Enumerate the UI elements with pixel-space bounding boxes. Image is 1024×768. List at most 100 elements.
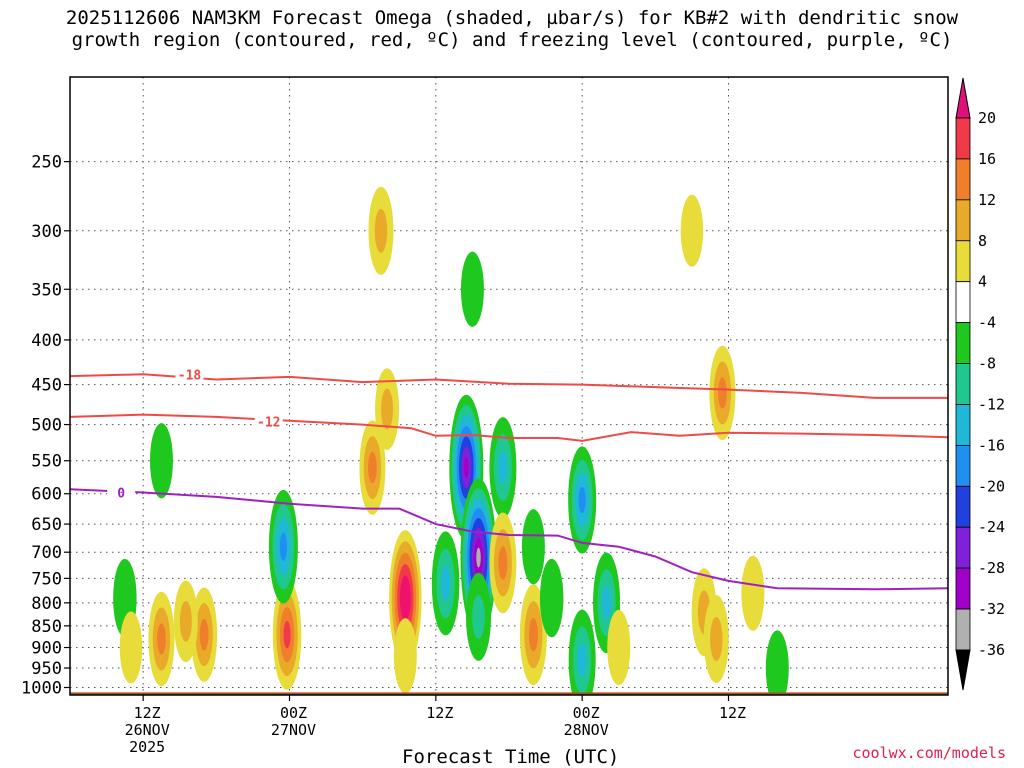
y-tick-label: 300 — [31, 222, 62, 242]
omega-band — [463, 457, 469, 478]
colorbar-bin — [955, 281, 971, 324]
omega-band — [119, 611, 143, 684]
omega-cell — [375, 368, 400, 450]
omega-band — [607, 609, 631, 686]
omega-cell — [519, 584, 547, 686]
colorbar-label: 12 — [978, 191, 996, 209]
omega-band — [149, 423, 173, 499]
omega-band — [539, 558, 564, 638]
freezing-level-contour-label: 0 — [117, 486, 125, 501]
axes: 2503003504004505005506006507007508008509… — [21, 153, 746, 756]
y-tick-label: 850 — [31, 617, 62, 637]
omega-cell — [489, 512, 517, 614]
omega-cell — [466, 572, 492, 661]
freezing-level-contour — [70, 488, 948, 591]
y-tick-label: 250 — [31, 153, 62, 173]
omega-band — [521, 509, 545, 585]
omega-cell — [359, 420, 386, 515]
omega-band — [498, 450, 508, 485]
y-tick-label: 950 — [31, 659, 62, 679]
omega-band — [279, 532, 288, 561]
omega-band — [476, 547, 481, 568]
colorbar-bin — [955, 526, 971, 569]
y-tick-label: 600 — [31, 485, 62, 505]
omega-band — [577, 643, 587, 677]
colorbar-bin — [955, 485, 971, 528]
colorbar-label: 8 — [978, 232, 987, 250]
x-axis-title: Forecast Time (UTC) — [402, 746, 620, 768]
omega-band — [472, 594, 485, 639]
omega-cell — [148, 591, 175, 687]
colorbar-bottom-arrow — [955, 649, 971, 691]
colorbar-label: 16 — [978, 150, 996, 168]
site-credit: coolwx.com/models — [852, 744, 1006, 762]
colorbar-bin — [955, 117, 971, 160]
omega-band — [602, 586, 612, 620]
x-tick-label: 12Z — [134, 704, 161, 722]
terrain-strip — [70, 692, 948, 695]
colorbar-label: -8 — [978, 355, 996, 373]
colorbar-bin — [955, 404, 971, 446]
chart-title-line-1: 2025112606 NAM3KM Forecast Omega (shaded… — [65, 7, 959, 29]
y-tick-label: 500 — [31, 416, 62, 436]
omega-band — [460, 251, 484, 327]
omega-band — [441, 566, 451, 601]
y-tick-label: 900 — [31, 639, 62, 659]
colorbar-legend: 20 16 12 8 4 -4 -8 -12 -16 -20 -24 -28 -32 -36 — [955, 77, 1005, 691]
colorbar-label: -32 — [978, 600, 1005, 618]
y-tick-label: 1000 — [21, 678, 62, 698]
omega-cell — [393, 618, 417, 694]
colorbar-bin — [955, 363, 971, 405]
x-tick-label: 2025 — [129, 738, 165, 756]
omega-band — [199, 618, 209, 651]
omega-cell — [268, 489, 298, 604]
omega-cell — [149, 423, 173, 499]
x-tick-label: 12Z — [426, 704, 453, 722]
omega-cell — [607, 609, 631, 686]
plot-frame — [69, 76, 949, 696]
colorbar-label: -16 — [978, 436, 1005, 454]
x-tick-label: 27NOV — [271, 721, 316, 739]
x-tick-label: 12Z — [719, 704, 746, 722]
colorbar-label: -4 — [978, 314, 996, 332]
omega-band — [393, 618, 417, 694]
colorbar-label: -12 — [978, 395, 1005, 413]
omega-cell — [680, 194, 704, 267]
omega-band — [157, 623, 166, 655]
y-tick-label: 400 — [31, 331, 62, 351]
omega-band — [402, 586, 409, 610]
omega-cell — [703, 594, 729, 683]
x-tick-label: 00Z — [573, 704, 600, 722]
omega-cell — [489, 417, 517, 518]
omega-band — [741, 555, 765, 631]
dgz-contour-minus18-label-bg — [175, 367, 204, 381]
omega-band — [179, 600, 192, 642]
colorbar-label: 20 — [978, 109, 996, 127]
omega-cell — [539, 558, 564, 638]
plot-area: -18 -12 0 — [70, 77, 948, 695]
omega-band — [578, 486, 586, 514]
omega-cell — [173, 580, 198, 663]
y-tick-label: 550 — [31, 452, 62, 472]
omega-band — [283, 620, 291, 649]
omega-band — [765, 630, 789, 695]
y-tick-label: 350 — [31, 280, 62, 300]
colorbar-label: -36 — [978, 641, 1005, 659]
omega-band — [374, 208, 388, 253]
omega-cell — [460, 251, 484, 327]
colorbar-bin — [955, 240, 971, 283]
colorbar-top-arrow — [955, 77, 971, 119]
omega-cell — [272, 579, 302, 690]
dgz-contour-minus12-label: -12 — [257, 416, 280, 431]
omega-cell — [521, 509, 545, 585]
dgz-contour-minus18-label: -18 — [178, 368, 202, 383]
y-tick-label: 650 — [31, 515, 62, 535]
omega-cell — [765, 630, 789, 695]
colorbar-label: -24 — [978, 518, 1005, 536]
colorbar-bin — [955, 199, 971, 242]
omega-band — [718, 377, 727, 409]
omega-band — [381, 388, 394, 430]
omega-cell — [568, 446, 597, 554]
omega-cell — [741, 555, 765, 631]
